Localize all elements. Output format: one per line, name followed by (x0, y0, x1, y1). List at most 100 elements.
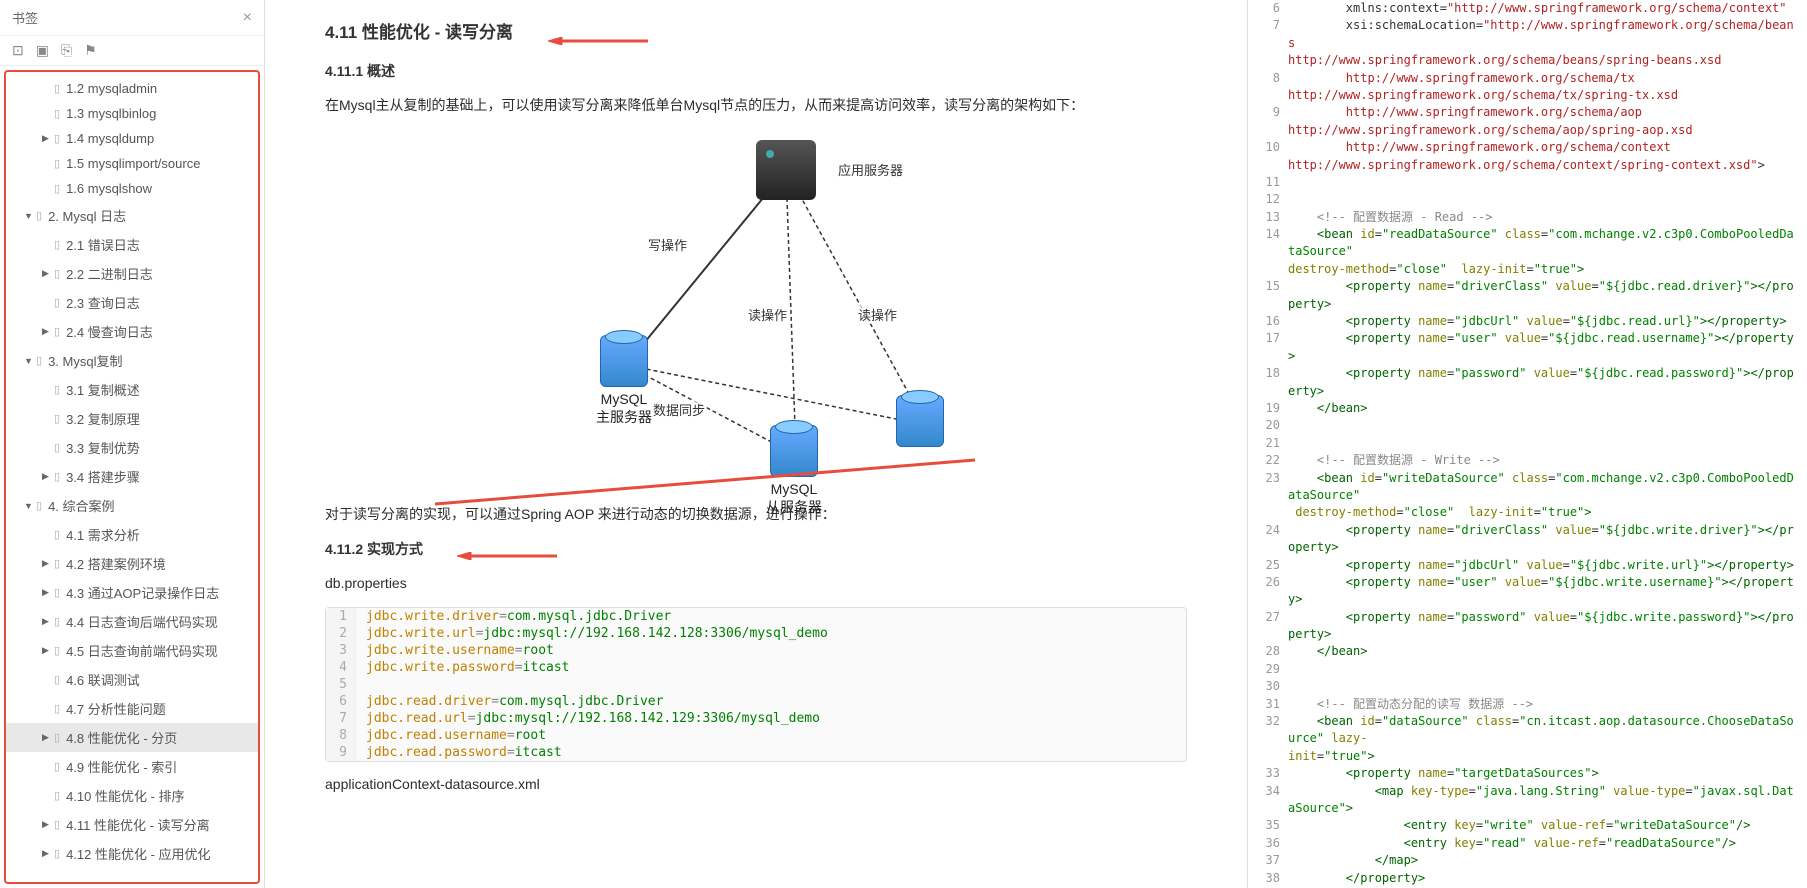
expand-arrow-icon[interactable]: ▶ (42, 645, 52, 656)
code-line: 30 (1248, 678, 1807, 695)
line-number (1248, 748, 1288, 765)
code-line: 36 <entry key="read" value-ref="readData… (1248, 835, 1807, 852)
tree-item[interactable]: ▶▯4.4 日志查询后端代码实现 (6, 607, 258, 636)
tree-item[interactable]: ▯1.3 mysqlbinlog (6, 101, 258, 126)
code-line: 15 <property name="driverClass" value="$… (1248, 278, 1807, 313)
code-line: 9 http://www.springframework.org/schema/… (1248, 104, 1807, 121)
tree-item[interactable]: ▯3.2 复制原理 (6, 404, 258, 433)
tree-item[interactable]: ▯4.6 联调测试 (6, 665, 258, 694)
tree-item[interactable]: ▯4.9 性能优化 - 索引 (6, 752, 258, 781)
tree-item-label: 1.5 mysqlimport/source (66, 156, 200, 171)
code-text: http://www.springframework.org/schema/ao… (1288, 104, 1807, 121)
tree-item[interactable]: ▯2.3 查询日志 (6, 288, 258, 317)
tree-item[interactable]: ▯1.6 mysqlshow (6, 176, 258, 201)
code-text: <!-- 配置数据源 - Write --> (1288, 452, 1807, 469)
code-line: 3jdbc.write.username=root (326, 642, 1186, 659)
code-text: jdbc.write.username=root (356, 642, 564, 659)
tree-item[interactable]: ▶▯4.11 性能优化 - 读写分离 (6, 810, 258, 839)
tree-item[interactable]: ▶▯1.4 mysqldump (6, 126, 258, 151)
edge-label: 写操作 (646, 235, 689, 254)
line-number: 19 (1248, 400, 1288, 417)
expand-arrow-icon[interactable]: ▶ (42, 133, 52, 144)
tree-item-label: 2.2 二进制日志 (66, 264, 153, 283)
expand-arrow-icon[interactable]: ▼ (24, 501, 34, 511)
line-number (1248, 261, 1288, 278)
sidebar-header: 书签 × (0, 0, 264, 36)
tree-item[interactable]: ▯2.1 错误日志 (6, 230, 258, 259)
expand-arrow-icon[interactable]: ▼ (24, 356, 34, 366)
expand-arrow-icon[interactable]: ▶ (42, 268, 52, 279)
line-number: 1 (326, 608, 356, 625)
code-line: 24 <property name="driverClass" value="$… (1248, 522, 1807, 557)
expand-arrow-icon[interactable]: ▶ (42, 616, 52, 627)
tree-item[interactable]: ▯3.3 复制优势 (6, 433, 258, 462)
tree-item-label: 2.1 错误日志 (66, 235, 140, 254)
expand-arrow-icon[interactable]: ▶ (42, 732, 52, 743)
tree-item-label: 3.1 复制概述 (66, 380, 140, 399)
bookmark-icon: ▯ (54, 528, 60, 541)
tree-item[interactable]: ▼▯4. 综合案例 (6, 491, 258, 520)
code-line: 8 http://www.springframework.org/schema/… (1248, 70, 1807, 87)
code-line: http://www.springframework.org/schema/co… (1248, 157, 1807, 174)
code-text: http://www.springframework.org/schema/co… (1288, 157, 1807, 174)
tree-item-label: 3. Mysql复制 (48, 351, 122, 370)
code-text: <!-- 配置数据源 - Read --> (1288, 209, 1807, 226)
line-number: 11 (1248, 174, 1288, 191)
bookmark-icon: ▯ (54, 267, 60, 280)
line-number: 13 (1248, 209, 1288, 226)
tree-item[interactable]: ▶▯4.8 性能优化 - 分页 (6, 723, 258, 752)
bookmark-icon: ▯ (54, 325, 60, 338)
expand-arrow-icon[interactable]: ▶ (42, 848, 52, 859)
expand-arrow-icon[interactable]: ▶ (42, 819, 52, 830)
code-text: </map> (1288, 852, 1807, 869)
tree-item[interactable]: ▶▯2.4 慢查询日志 (6, 317, 258, 346)
code-text: <property name="user" value="${jdbc.writ… (1288, 574, 1807, 609)
tree-item[interactable]: ▶▯4.3 通过AOP记录操作日志 (6, 578, 258, 607)
tree-item-label: 4.7 分析性能问题 (66, 699, 166, 718)
code-line: 7 xsi:schemaLocation="http://www.springf… (1248, 17, 1807, 52)
toolbar-icon-3[interactable]: ⎘ (61, 42, 72, 59)
tree-item[interactable]: ▼▯3. Mysql复制 (6, 346, 258, 375)
code-text: <property name="driverClass" value="${jd… (1288, 522, 1807, 557)
bookmark-sidebar: 书签 × ⊡ ▣ ⎘ ⚑ ▯1.2 mysqladmin▯1.3 mysqlbi… (0, 0, 265, 888)
tree-item[interactable]: ▯3.1 复制概述 (6, 375, 258, 404)
code-text: jdbc.read.url=jdbc:mysql://192.168.142.1… (356, 710, 830, 727)
line-number: 4 (326, 659, 356, 676)
line-number: 23 (1248, 470, 1288, 505)
expand-arrow-icon[interactable]: ▶ (42, 471, 52, 482)
line-number (1248, 504, 1288, 521)
tree-item[interactable]: ▶▯ 2.2 二进制日志 (6, 259, 258, 288)
line-number (1248, 52, 1288, 69)
toolbar-icon-2[interactable]: ▣ (36, 42, 49, 59)
code-line: 31 <!-- 配置动态分配的读写 数据源 --> (1248, 696, 1807, 713)
tree-item[interactable]: ▯4.7 分析性能问题 (6, 694, 258, 723)
code-line: 23 <bean id="writeDataSource" class="com… (1248, 470, 1807, 505)
tree-item[interactable]: ▶▯4.5 日志查询前端代码实现 (6, 636, 258, 665)
toolbar-icon-4[interactable]: ⚑ (84, 42, 97, 59)
document-content[interactable]: 4.11 性能优化 - 读写分离 4.11.1 概述 在Mysql主从复制的基础… (265, 0, 1247, 888)
tree-item[interactable]: ▯4.10 性能优化 - 排序 (6, 781, 258, 810)
code-line: 20 (1248, 417, 1807, 434)
tree-item[interactable]: ▯1.2 mysqladmin (6, 76, 258, 101)
close-icon[interactable]: × (243, 9, 252, 27)
tree-item[interactable]: ▼▯2. Mysql 日志 (6, 201, 258, 230)
line-number: 12 (1248, 191, 1288, 208)
expand-arrow-icon[interactable]: ▼ (24, 211, 34, 221)
expand-arrow-icon[interactable]: ▶ (42, 558, 52, 569)
code-line: 32 <bean id="dataSource" class="cn.itcas… (1248, 713, 1807, 748)
bookmark-icon: ▯ (54, 644, 60, 657)
bookmark-icon: ▯ (54, 441, 60, 454)
code-text: <property name="user" value="${jdbc.read… (1288, 330, 1807, 365)
tree-item[interactable]: ▶▯4.12 性能优化 - 应用优化 (6, 839, 258, 868)
tree-item[interactable]: ▶▯4.2 搭建案例环境 (6, 549, 258, 578)
tree-item[interactable]: ▯4.1 需求分析 (6, 520, 258, 549)
code-panel-xml[interactable]: 6 xmlns:context="http://www.springframew… (1247, 0, 1807, 888)
toolbar-icon-1[interactable]: ⊡ (12, 42, 24, 59)
expand-arrow-icon[interactable]: ▶ (42, 326, 52, 337)
expand-arrow-icon[interactable]: ▶ (42, 587, 52, 598)
tree-item[interactable]: ▶▯3.4 搭建步骤 (6, 462, 258, 491)
code-line: 34 <map key-type="java.lang.String" valu… (1248, 783, 1807, 818)
code-line: 12 (1248, 191, 1807, 208)
bookmark-tree: ▯1.2 mysqladmin▯1.3 mysqlbinlog▶▯1.4 mys… (4, 70, 260, 884)
tree-item[interactable]: ▯1.5 mysqlimport/source (6, 151, 258, 176)
